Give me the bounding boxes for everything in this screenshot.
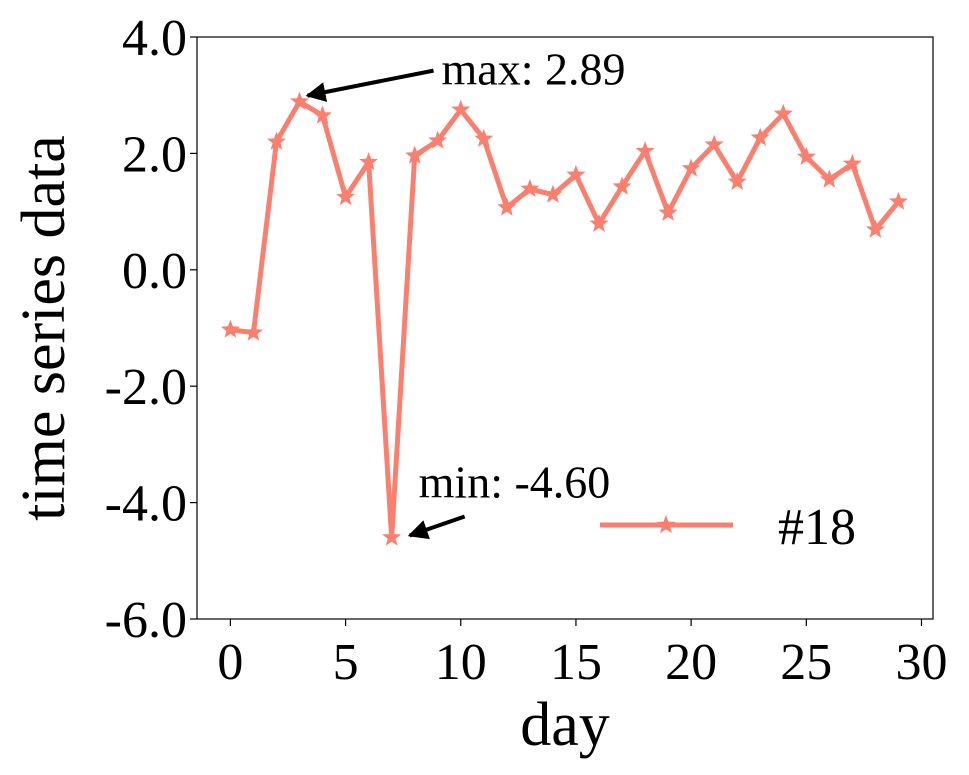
y-axis-label: time series data bbox=[10, 135, 78, 521]
y-tick-label: -2.0 bbox=[105, 359, 187, 416]
point-marker bbox=[243, 322, 263, 341]
x-tick-label: 0 bbox=[217, 634, 243, 691]
annotation: min: -4.60 bbox=[419, 457, 611, 508]
point-marker bbox=[727, 171, 747, 190]
point-marker bbox=[313, 105, 333, 124]
point-marker bbox=[704, 134, 724, 153]
point-marker bbox=[497, 197, 517, 216]
x-tick-label: 30 bbox=[895, 634, 947, 691]
point-marker bbox=[543, 184, 563, 203]
point-marker bbox=[267, 131, 286, 150]
point-marker bbox=[612, 176, 632, 195]
point-marker bbox=[382, 527, 402, 546]
y-tick-label: -4.0 bbox=[105, 476, 187, 533]
legend-marker bbox=[656, 515, 676, 534]
annotation-arrow bbox=[407, 514, 466, 540]
point-marker bbox=[635, 141, 655, 160]
point-marker bbox=[451, 99, 471, 118]
point-marker bbox=[888, 191, 908, 210]
point-marker bbox=[220, 319, 240, 338]
y-tick-label: 0.0 bbox=[122, 243, 187, 300]
point-marker bbox=[359, 152, 379, 171]
point-marker bbox=[842, 153, 862, 172]
point-marker bbox=[681, 158, 701, 177]
x-axis-label: day bbox=[520, 691, 610, 759]
point-marker bbox=[796, 146, 816, 165]
point-marker bbox=[405, 145, 425, 164]
point-marker bbox=[750, 127, 770, 146]
plot-frame bbox=[196, 36, 934, 620]
point-marker bbox=[336, 187, 356, 206]
point-marker bbox=[474, 128, 494, 147]
point-marker bbox=[520, 178, 540, 197]
point-marker bbox=[589, 213, 609, 232]
point-marker bbox=[658, 202, 678, 221]
x-tick-label: 25 bbox=[780, 634, 832, 691]
point-marker bbox=[428, 130, 448, 149]
x-tick-label: 20 bbox=[665, 634, 717, 691]
point-marker bbox=[819, 169, 839, 188]
point-marker bbox=[290, 91, 309, 110]
y-tick-label: -6.0 bbox=[105, 592, 187, 649]
annotation-arrow bbox=[305, 68, 434, 102]
point-marker bbox=[566, 164, 586, 183]
annotation: max: 2.89 bbox=[442, 44, 626, 95]
y-tick-label: 2.0 bbox=[122, 126, 187, 183]
series-line bbox=[230, 99, 901, 541]
x-tick-label: 15 bbox=[550, 634, 602, 691]
x-tick-label: 10 bbox=[435, 634, 487, 691]
legend-label: #18 bbox=[778, 499, 856, 556]
x-tick-label: 5 bbox=[333, 634, 359, 691]
point-marker bbox=[773, 103, 793, 122]
y-tick-label: 4.0 bbox=[122, 10, 187, 67]
point-marker bbox=[865, 219, 885, 238]
